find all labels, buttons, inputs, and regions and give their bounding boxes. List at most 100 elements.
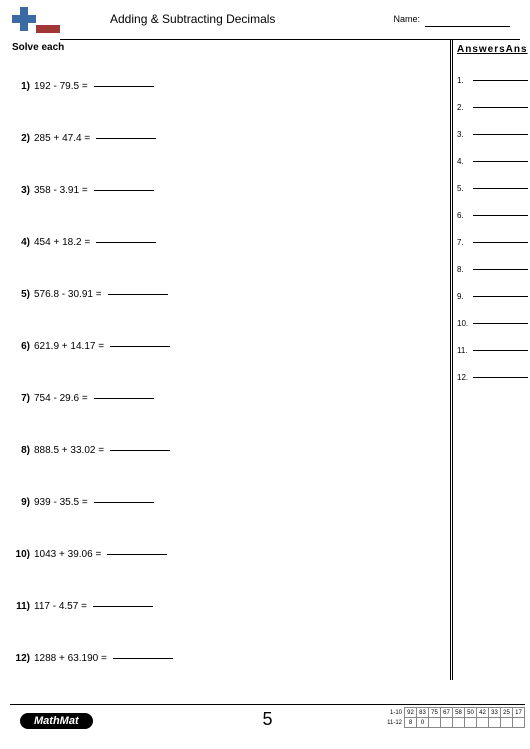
header: Adding & Subtracting Decimals Name:: [60, 8, 520, 40]
problem-number: 2): [12, 133, 30, 144]
problem-row: 7)754 - 29.6 =: [12, 372, 412, 424]
answer-number: 10.: [457, 319, 469, 328]
score-cell: 25: [501, 708, 513, 718]
answer-number: 1.: [457, 76, 469, 85]
problem-number: 3): [12, 185, 30, 196]
problem-text: 358 - 3.91 =: [34, 185, 88, 196]
problem-row: 8)888.5 + 33.02 =: [12, 424, 412, 476]
answer-blank[interactable]: [94, 502, 154, 503]
problem-text: 576.8 - 30.91 =: [34, 289, 102, 300]
answer-line[interactable]: [473, 80, 528, 81]
answer-number: 12.: [457, 373, 469, 382]
answer-blank[interactable]: [107, 554, 167, 555]
answer-number: 8.: [457, 265, 469, 274]
problem-number: 6): [12, 341, 30, 352]
score-cell: [441, 718, 453, 728]
score-cell: 67: [441, 708, 453, 718]
problem-number: 4): [12, 237, 30, 248]
answer-blank[interactable]: [108, 294, 168, 295]
problem-number: 7): [12, 393, 30, 404]
answer-number: 11.: [457, 346, 469, 355]
problem-text: 117 - 4.57 =: [34, 601, 87, 612]
answer-row: 11.: [453, 337, 530, 364]
answer-row: 5.: [453, 175, 530, 202]
problem-text: 1043 + 39.06 =: [34, 549, 101, 560]
answer-blank[interactable]: [93, 606, 153, 607]
problem-row: 3) 358 - 3.91 =: [12, 164, 412, 216]
score-cell: 33: [489, 708, 501, 718]
answer-number: 6.: [457, 211, 469, 220]
answer-line[interactable]: [473, 377, 528, 378]
problem-number: 10): [12, 549, 30, 560]
score-cell: 83: [417, 708, 429, 718]
answer-line[interactable]: [473, 161, 528, 162]
score-cell: 50: [465, 708, 477, 718]
footer: MathMat 5 1-10 92 83 75 67 58 50 42 33 2…: [10, 704, 525, 739]
answer-row: 6.: [453, 202, 530, 229]
score-cell: [453, 718, 465, 728]
answer-blank[interactable]: [94, 86, 154, 87]
brand-badge: MathMat: [20, 713, 93, 729]
answer-line[interactable]: [473, 242, 528, 243]
logo: [10, 5, 60, 40]
answer-row: 9.: [453, 283, 530, 310]
score-cell: 17: [513, 708, 525, 718]
problem-row: 4)454 + 18.2 =: [12, 216, 412, 268]
score-cell: 58: [453, 708, 465, 718]
problem-number: 9): [12, 497, 30, 508]
problem-row: 6)621.9 + 14.17 =: [12, 320, 412, 372]
name-input-line[interactable]: [425, 26, 510, 27]
problem-row: 1)192 - 79.5 =: [12, 60, 412, 112]
answer-row: 7.: [453, 229, 530, 256]
page-number: 5: [262, 709, 272, 730]
name-label: Name:: [393, 14, 420, 24]
answer-blank[interactable]: [110, 346, 170, 347]
score-cell: [477, 718, 489, 728]
answer-number: 2.: [457, 103, 469, 112]
score-cell: [489, 718, 501, 728]
answer-number: 9.: [457, 292, 469, 301]
answer-row: 8.: [453, 256, 530, 283]
score-cell: [501, 718, 513, 728]
score-label: 1-10: [383, 708, 405, 718]
answer-row: 2.: [453, 94, 530, 121]
answer-blank[interactable]: [94, 190, 154, 191]
problem-row: 10) 1043 + 39.06 =: [12, 528, 412, 580]
answer-line[interactable]: [473, 350, 528, 351]
answer-blank[interactable]: [96, 242, 156, 243]
score-cell: 8: [405, 718, 417, 728]
answer-line[interactable]: [473, 269, 528, 270]
answer-number: 3.: [457, 130, 469, 139]
answer-line[interactable]: [473, 215, 528, 216]
answer-line[interactable]: [473, 134, 528, 135]
score-grid: 1-10 92 83 75 67 58 50 42 33 25 17 11-12…: [383, 707, 526, 728]
problem-text: 939 - 35.5 =: [34, 497, 88, 508]
instruction-text: Solve each: [12, 42, 64, 53]
score-row-1: 1-10 92 83 75 67 58 50 42 33 25 17: [383, 708, 525, 718]
answer-line[interactable]: [473, 296, 528, 297]
problem-number: 8): [12, 445, 30, 456]
problem-number: 1): [12, 81, 30, 92]
score-cell: 42: [477, 708, 489, 718]
problem-row: 11)117 - 4.57 =: [12, 580, 412, 632]
score-cell: 0: [417, 718, 429, 728]
answer-blank[interactable]: [113, 658, 173, 659]
answer-blank[interactable]: [94, 398, 154, 399]
answer-number: 7.: [457, 238, 469, 247]
score-cell: [465, 718, 477, 728]
answer-blank[interactable]: [110, 450, 170, 451]
answer-number: 4.: [457, 157, 469, 166]
answer-row: 3.: [453, 121, 530, 148]
answers-heading: AnswersAns: [457, 44, 530, 55]
score-row-2: 11-12 8 0: [383, 718, 525, 728]
worksheet-title: Adding & Subtracting Decimals: [110, 12, 275, 26]
answer-line[interactable]: [473, 107, 528, 108]
answers-column: AnswersAns 1. 2. 3. 4. 5. 6. 7. 8. 9. 10…: [450, 40, 530, 680]
answer-line[interactable]: [473, 188, 528, 189]
score-cell: 92: [405, 708, 417, 718]
score-cell: 75: [429, 708, 441, 718]
answer-blank[interactable]: [96, 138, 156, 139]
problem-row: 2)285 + 47.4 =: [12, 112, 412, 164]
answer-line[interactable]: [473, 323, 528, 324]
answer-row: 12.: [453, 364, 530, 391]
